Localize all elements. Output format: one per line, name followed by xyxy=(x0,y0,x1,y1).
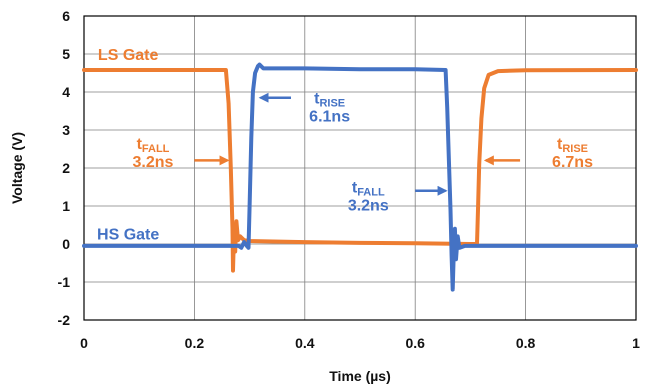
y-tick-label: 1 xyxy=(62,198,70,214)
annotation-value: 3.2ns xyxy=(133,154,174,171)
y-axis-title: Voltage (V) xyxy=(9,132,25,204)
annotation-symbol: tFALL xyxy=(137,136,170,155)
annotation-value: 6.1ns xyxy=(309,108,350,125)
legend-label-hs-gate: HS Gate xyxy=(97,227,159,244)
tick-labels: -2 -1 0 1 2 3 4 5 6 0 0.2 0.4 0.6 0.8 1 xyxy=(58,8,641,351)
x-tick-label: 0.8 xyxy=(516,335,536,351)
x-tick-label: 1 xyxy=(632,335,640,351)
series-line-ls-gate xyxy=(82,68,638,273)
y-tick-label: 5 xyxy=(62,46,70,62)
series-group xyxy=(82,62,638,292)
y-tick-label: 3 xyxy=(62,122,70,138)
y-tick-label: -2 xyxy=(58,312,71,328)
y-tick-label: -1 xyxy=(58,274,71,290)
x-tick-label: 0.6 xyxy=(405,335,425,351)
annotation-value: 3.2ns xyxy=(348,198,389,215)
plot-border xyxy=(83,15,637,321)
y-tick-label: 6 xyxy=(62,8,70,24)
y-tick-label: 4 xyxy=(62,84,70,100)
legend-label-ls-gate: LS Gate xyxy=(98,47,159,64)
annotation-symbol: tRISE xyxy=(314,90,345,109)
annotation-symbol: tRISE xyxy=(557,136,588,155)
y-tick-label: 0 xyxy=(62,236,70,252)
series-line-hs-gate xyxy=(82,62,638,292)
x-axis-title: Time (µs) xyxy=(329,368,391,384)
y-tick-label: 2 xyxy=(62,160,70,176)
x-tick-label: 0 xyxy=(80,335,88,351)
x-tick-label: 0.2 xyxy=(185,335,205,351)
annotation-symbol: tFALL xyxy=(352,180,385,199)
x-tick-label: 0.4 xyxy=(295,335,315,351)
annotation-value: 6.7ns xyxy=(552,154,593,171)
